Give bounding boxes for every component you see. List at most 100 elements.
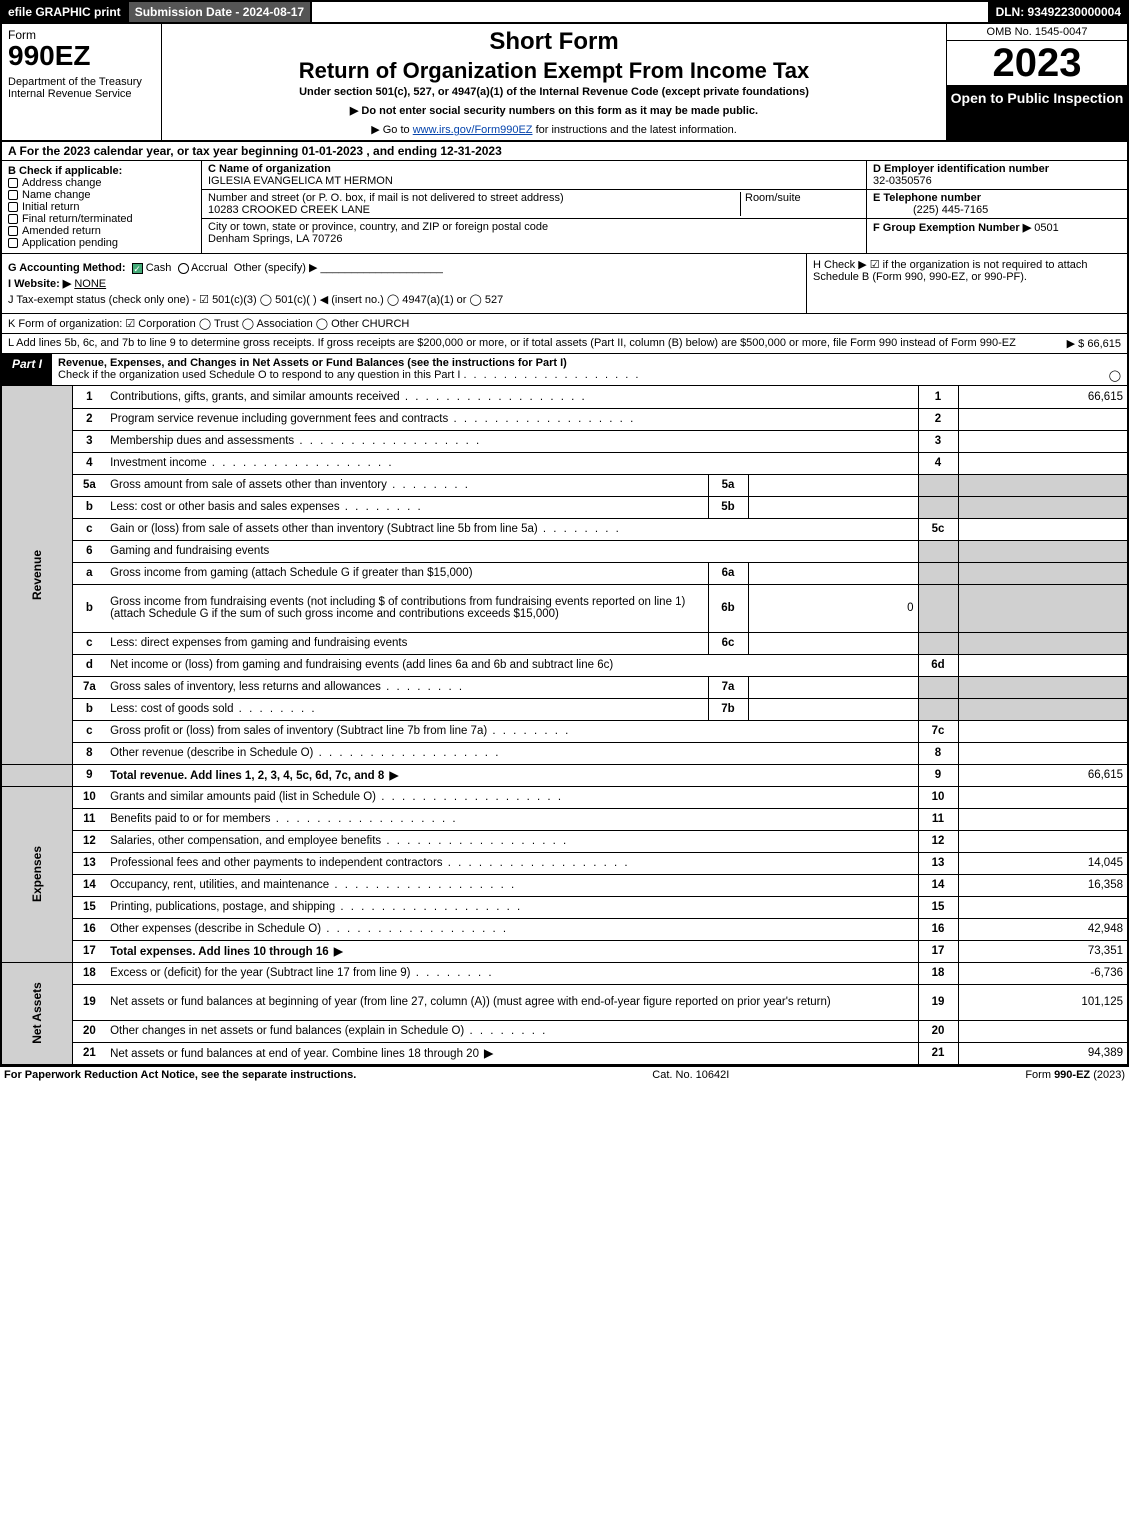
ln-7b-shade-amt (958, 698, 1128, 720)
ln-21-amt: 94,389 (958, 1042, 1128, 1064)
ln-6c-sv (748, 632, 918, 654)
cb-initial-return[interactable] (8, 202, 18, 212)
part1-check: Check if the organization used Schedule … (58, 369, 460, 381)
ln-7c-amt (958, 720, 1128, 742)
footer-right-post: (2023) (1090, 1069, 1125, 1081)
part1-title-block: Revenue, Expenses, and Changes in Net As… (52, 354, 1127, 385)
ln-20-col: 20 (918, 1020, 958, 1042)
g-accrual: Accrual (191, 262, 228, 274)
top-spacer (312, 2, 989, 22)
ln-19-amt: 101,125 (958, 984, 1128, 1020)
cb-accrual[interactable] (178, 263, 189, 274)
footer-right-form: 990-EZ (1054, 1069, 1090, 1081)
ln-8-amt (958, 742, 1128, 764)
cb-final-return[interactable] (8, 214, 18, 224)
tax-year: 2023 (947, 41, 1127, 86)
ln-12-amt (958, 830, 1128, 852)
c-name-label: C Name of organization (208, 163, 331, 175)
l-text: L Add lines 5b, 6c, and 7b to line 9 to … (8, 337, 1016, 350)
ln-7a-sv (748, 676, 918, 698)
ln-7a-box: 7a (708, 676, 748, 698)
g-other: Other (specify) ▶ (234, 262, 318, 274)
omb-number: OMB No. 1545-0047 (947, 24, 1127, 41)
ln-16-num: 16 (72, 918, 106, 940)
ln-15-amt (958, 896, 1128, 918)
subtitle: Under section 501(c), 527, or 4947(a)(1)… (168, 86, 940, 98)
cb-amended-return[interactable] (8, 226, 18, 236)
l-amount: ▶ $ 66,615 (1067, 337, 1121, 350)
ln-2-num: 2 (72, 408, 106, 430)
phone-value: (225) 445-7165 (873, 204, 988, 216)
ln-10-num: 10 (72, 786, 106, 808)
org-name: IGLESIA EVANGELICA MT HERMON (208, 175, 393, 187)
ln-6c-shade (918, 632, 958, 654)
b-item-5: Application pending (22, 237, 118, 249)
short-form-title: Short Form (168, 28, 940, 56)
ln-12-desc: Salaries, other compensation, and employ… (110, 835, 568, 847)
ln-7b-num: b (72, 698, 106, 720)
ln-20-num: 20 (72, 1020, 106, 1042)
ln-13-amt: 14,045 (958, 852, 1128, 874)
ln-9-desc: Total revenue. Add lines 1, 2, 3, 4, 5c,… (110, 770, 400, 782)
ln-6b-box: 6b (708, 584, 748, 632)
c-street-label: Number and street (or P. O. box, if mail… (208, 192, 564, 204)
ln-18-col: 18 (918, 962, 958, 984)
ln-6-num: 6 (72, 540, 106, 562)
ln-7a-shade (918, 676, 958, 698)
part1-header: Part I Revenue, Expenses, and Changes in… (0, 354, 1129, 386)
c-city-label: City or town, state or province, country… (208, 221, 548, 233)
cb-cash[interactable]: ✓ (132, 263, 143, 274)
ln-5b-desc: Less: cost or other basis and sales expe… (110, 501, 423, 513)
ln-7a-num: 7a (72, 676, 106, 698)
section-a: A For the 2023 calendar year, or tax yea… (0, 142, 1129, 161)
ln-11-amt (958, 808, 1128, 830)
part1-title: Revenue, Expenses, and Changes in Net As… (58, 357, 567, 369)
footer-right: Form 990-EZ (2023) (1025, 1069, 1125, 1081)
ln-6a-shade (918, 562, 958, 584)
irs-link[interactable]: www.irs.gov/Form990EZ (413, 124, 533, 136)
b-item-2: Initial return (22, 201, 79, 213)
ln-1-desc: Contributions, gifts, grants, and simila… (110, 391, 587, 403)
col-h: H Check ▶ ☑ if the organization is not r… (807, 254, 1127, 313)
ln-1-num: 1 (72, 386, 106, 408)
ln-16-col: 16 (918, 918, 958, 940)
cb-name-change[interactable] (8, 190, 18, 200)
org-city: Denham Springs, LA 70726 (208, 233, 343, 245)
footer-right-pre: Form (1025, 1069, 1054, 1081)
efile-label[interactable]: efile GRAPHIC print (2, 2, 129, 22)
ln-7b-sv (748, 698, 918, 720)
part1-check-box[interactable]: ◯ (1109, 369, 1121, 382)
ln-5b-num: b (72, 496, 106, 518)
ln-9-amt: 66,615 (958, 764, 1128, 786)
side-expenses: Expenses (1, 786, 72, 962)
cb-address-change[interactable] (8, 178, 18, 188)
ln-8-col: 8 (918, 742, 958, 764)
ln-6d-num: d (72, 654, 106, 676)
ln-6b-shade (918, 584, 958, 632)
ln-6c-num: c (72, 632, 106, 654)
ln-6b-sv: 0 (748, 584, 918, 632)
ln-10-col: 10 (918, 786, 958, 808)
ln-19-desc: Net assets or fund balances at beginning… (110, 996, 831, 1008)
ln-2-amt (958, 408, 1128, 430)
header-right: OMB No. 1545-0047 2023 Open to Public In… (947, 24, 1127, 140)
ln-1-amt: 66,615 (958, 386, 1128, 408)
goto-pre: ▶ Go to (371, 124, 412, 136)
line-k: K Form of organization: ☑ Corporation ◯ … (0, 314, 1129, 334)
ln-6d-desc: Net income or (loss) from gaming and fun… (106, 654, 918, 676)
cb-application-pending[interactable] (8, 238, 18, 248)
ln-9-num: 9 (72, 764, 106, 786)
ln-19-num: 19 (72, 984, 106, 1020)
ln-6b-shade-amt (958, 584, 1128, 632)
ln-3-col: 3 (918, 430, 958, 452)
ln-10-desc: Grants and similar amounts paid (list in… (110, 791, 563, 803)
col-c: C Name of organization IGLESIA EVANGELIC… (202, 161, 867, 253)
ln-5a-shade-amt (958, 474, 1128, 496)
ln-6a-num: a (72, 562, 106, 584)
b-item-4: Amended return (22, 225, 101, 237)
ln-5a-desc: Gross amount from sale of assets other t… (110, 479, 470, 491)
ln-17-desc: Total expenses. Add lines 10 through 16 (110, 946, 345, 958)
submission-date: Submission Date - 2024-08-17 (129, 2, 312, 22)
ln-17-col: 17 (918, 940, 958, 962)
page-footer: For Paperwork Reduction Act Notice, see … (0, 1065, 1129, 1083)
